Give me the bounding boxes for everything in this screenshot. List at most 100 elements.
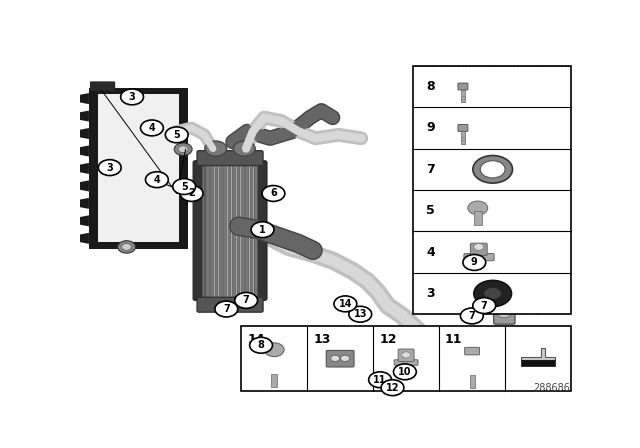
Circle shape [474, 280, 511, 306]
Circle shape [473, 155, 513, 183]
Polygon shape [77, 146, 89, 156]
FancyBboxPatch shape [202, 159, 204, 302]
FancyBboxPatch shape [474, 211, 482, 225]
Circle shape [145, 172, 168, 188]
Text: 288686: 288686 [533, 383, 570, 392]
Circle shape [250, 337, 273, 353]
FancyBboxPatch shape [245, 159, 248, 302]
Text: 12: 12 [379, 333, 397, 346]
Circle shape [180, 185, 203, 202]
FancyBboxPatch shape [206, 159, 209, 302]
FancyBboxPatch shape [465, 347, 479, 355]
Circle shape [165, 127, 188, 143]
Circle shape [234, 141, 255, 156]
Circle shape [99, 159, 121, 176]
Text: 2: 2 [188, 189, 195, 198]
Circle shape [121, 89, 143, 105]
Text: 11: 11 [373, 375, 387, 385]
Text: 13: 13 [353, 309, 367, 319]
Circle shape [340, 355, 349, 362]
FancyBboxPatch shape [202, 155, 259, 306]
Circle shape [173, 179, 196, 194]
Text: 8: 8 [258, 340, 264, 350]
FancyBboxPatch shape [90, 82, 115, 91]
Text: 5: 5 [173, 130, 180, 140]
FancyBboxPatch shape [254, 159, 257, 302]
Text: 14: 14 [247, 333, 265, 346]
Circle shape [262, 185, 285, 202]
FancyBboxPatch shape [179, 88, 188, 249]
FancyBboxPatch shape [470, 243, 487, 255]
Text: 7: 7 [243, 295, 250, 306]
FancyBboxPatch shape [413, 66, 571, 314]
FancyBboxPatch shape [470, 375, 475, 388]
Text: 5: 5 [426, 204, 435, 217]
Text: 7: 7 [481, 301, 488, 310]
Polygon shape [77, 181, 89, 191]
FancyBboxPatch shape [521, 360, 556, 366]
Text: 7: 7 [223, 304, 230, 314]
Polygon shape [77, 233, 89, 244]
Circle shape [235, 293, 257, 308]
Circle shape [205, 141, 227, 156]
Polygon shape [77, 198, 89, 209]
FancyBboxPatch shape [394, 360, 418, 365]
Text: 11: 11 [445, 333, 463, 346]
Circle shape [463, 254, 486, 271]
FancyBboxPatch shape [401, 370, 416, 377]
Circle shape [118, 241, 136, 253]
Text: 3: 3 [106, 163, 113, 172]
Circle shape [349, 306, 372, 322]
Circle shape [468, 201, 488, 215]
Text: 9: 9 [426, 121, 435, 134]
FancyBboxPatch shape [89, 88, 98, 249]
FancyBboxPatch shape [461, 131, 465, 144]
Polygon shape [77, 128, 89, 139]
Text: 14: 14 [339, 299, 352, 309]
FancyBboxPatch shape [197, 297, 263, 312]
Text: 4: 4 [154, 175, 160, 185]
FancyBboxPatch shape [493, 301, 515, 324]
Circle shape [215, 301, 237, 317]
FancyBboxPatch shape [223, 159, 226, 302]
Circle shape [381, 380, 404, 396]
FancyBboxPatch shape [228, 159, 230, 302]
Polygon shape [77, 215, 89, 226]
Polygon shape [77, 111, 89, 121]
FancyBboxPatch shape [458, 125, 468, 131]
Circle shape [484, 287, 502, 300]
Text: 3: 3 [129, 92, 136, 102]
FancyBboxPatch shape [250, 159, 252, 302]
Circle shape [473, 297, 495, 314]
FancyBboxPatch shape [255, 161, 267, 301]
FancyBboxPatch shape [458, 83, 468, 90]
Circle shape [474, 243, 484, 250]
Text: 12: 12 [386, 383, 399, 393]
Circle shape [460, 308, 483, 324]
Text: 6: 6 [270, 189, 277, 198]
Circle shape [331, 355, 340, 362]
Text: 4: 4 [426, 246, 435, 258]
FancyBboxPatch shape [98, 95, 179, 242]
Text: 1: 1 [259, 225, 266, 235]
FancyBboxPatch shape [464, 254, 494, 261]
Text: 7: 7 [426, 163, 435, 176]
Circle shape [402, 352, 411, 358]
FancyBboxPatch shape [197, 151, 263, 165]
FancyBboxPatch shape [214, 159, 218, 302]
Circle shape [264, 343, 284, 357]
Circle shape [251, 222, 274, 237]
Circle shape [497, 307, 511, 318]
Circle shape [174, 143, 192, 155]
FancyBboxPatch shape [271, 374, 277, 387]
Text: 3: 3 [426, 287, 435, 300]
Circle shape [394, 364, 416, 380]
FancyBboxPatch shape [89, 242, 188, 249]
FancyBboxPatch shape [237, 159, 239, 302]
Circle shape [480, 161, 505, 178]
Circle shape [141, 120, 163, 136]
FancyBboxPatch shape [241, 326, 571, 391]
Text: 4: 4 [148, 123, 156, 133]
Text: 9: 9 [471, 258, 477, 267]
Text: 8: 8 [426, 80, 435, 93]
